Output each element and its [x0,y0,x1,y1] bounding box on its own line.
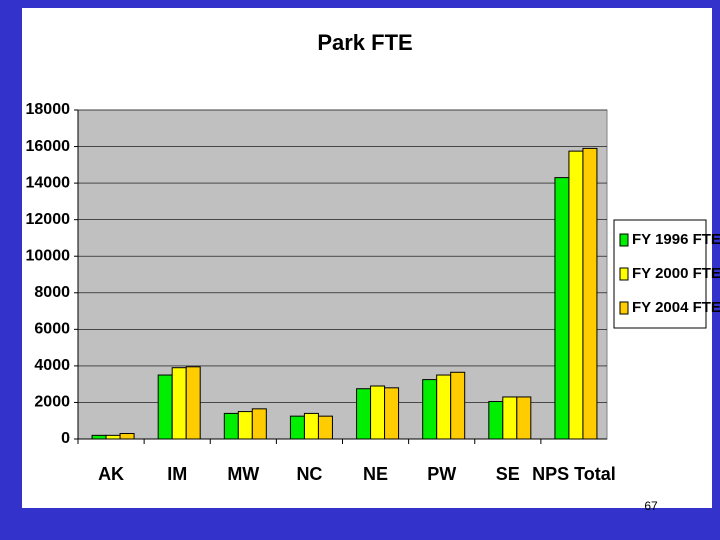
legend-box [613,219,707,329]
bar [251,408,267,440]
x-tick-label: MW [227,464,259,484]
legend-swatch [619,233,629,247]
bar [582,147,598,440]
y-tick-label: 16000 [26,138,71,155]
bar [171,367,187,440]
bar [384,387,400,440]
bar [157,374,173,440]
legend-swatch [619,267,629,281]
x-tick-label: IM [167,464,187,484]
legend-label: FY 1996 FTE [632,231,720,248]
y-tick-label: 10000 [26,247,71,264]
y-tick-label: 2000 [34,394,70,411]
bar [516,396,532,440]
x-tick-label: NC [296,464,322,484]
bar [436,374,452,440]
bar [450,371,466,440]
bar [119,433,135,440]
bar [303,412,319,440]
y-tick-label: 8000 [34,284,70,301]
bar [223,412,239,440]
chart-title: Park FTE [317,30,412,55]
bar [237,411,253,440]
y-tick-label: 4000 [34,357,70,374]
bar [317,415,333,440]
x-tick-label: NE [363,464,388,484]
legend-label: FY 2004 FTE [632,299,720,316]
bar [370,385,386,440]
bar [422,379,438,440]
x-tick-label: NPS Total [532,464,616,484]
bar [356,388,372,440]
x-tick-label: SE [496,464,520,484]
bar [91,434,107,440]
bar [554,177,570,440]
y-tick-label: 6000 [34,321,70,338]
y-tick-label: 14000 [26,174,71,191]
bar [488,401,504,440]
bar [105,434,121,440]
y-tick-label: 0 [61,430,70,447]
y-tick-label: 12000 [26,211,71,228]
legend-swatch [619,301,629,315]
plot-area [77,109,608,440]
x-tick-label: PW [427,464,456,484]
legend-label: FY 2000 FTE [632,265,720,282]
bar [289,415,305,440]
bar [568,150,584,440]
bar [185,366,201,440]
page-number: 67 [644,499,658,513]
bar [502,396,518,440]
y-tick-label: 18000 [26,101,71,118]
x-tick-label: AK [98,464,124,484]
